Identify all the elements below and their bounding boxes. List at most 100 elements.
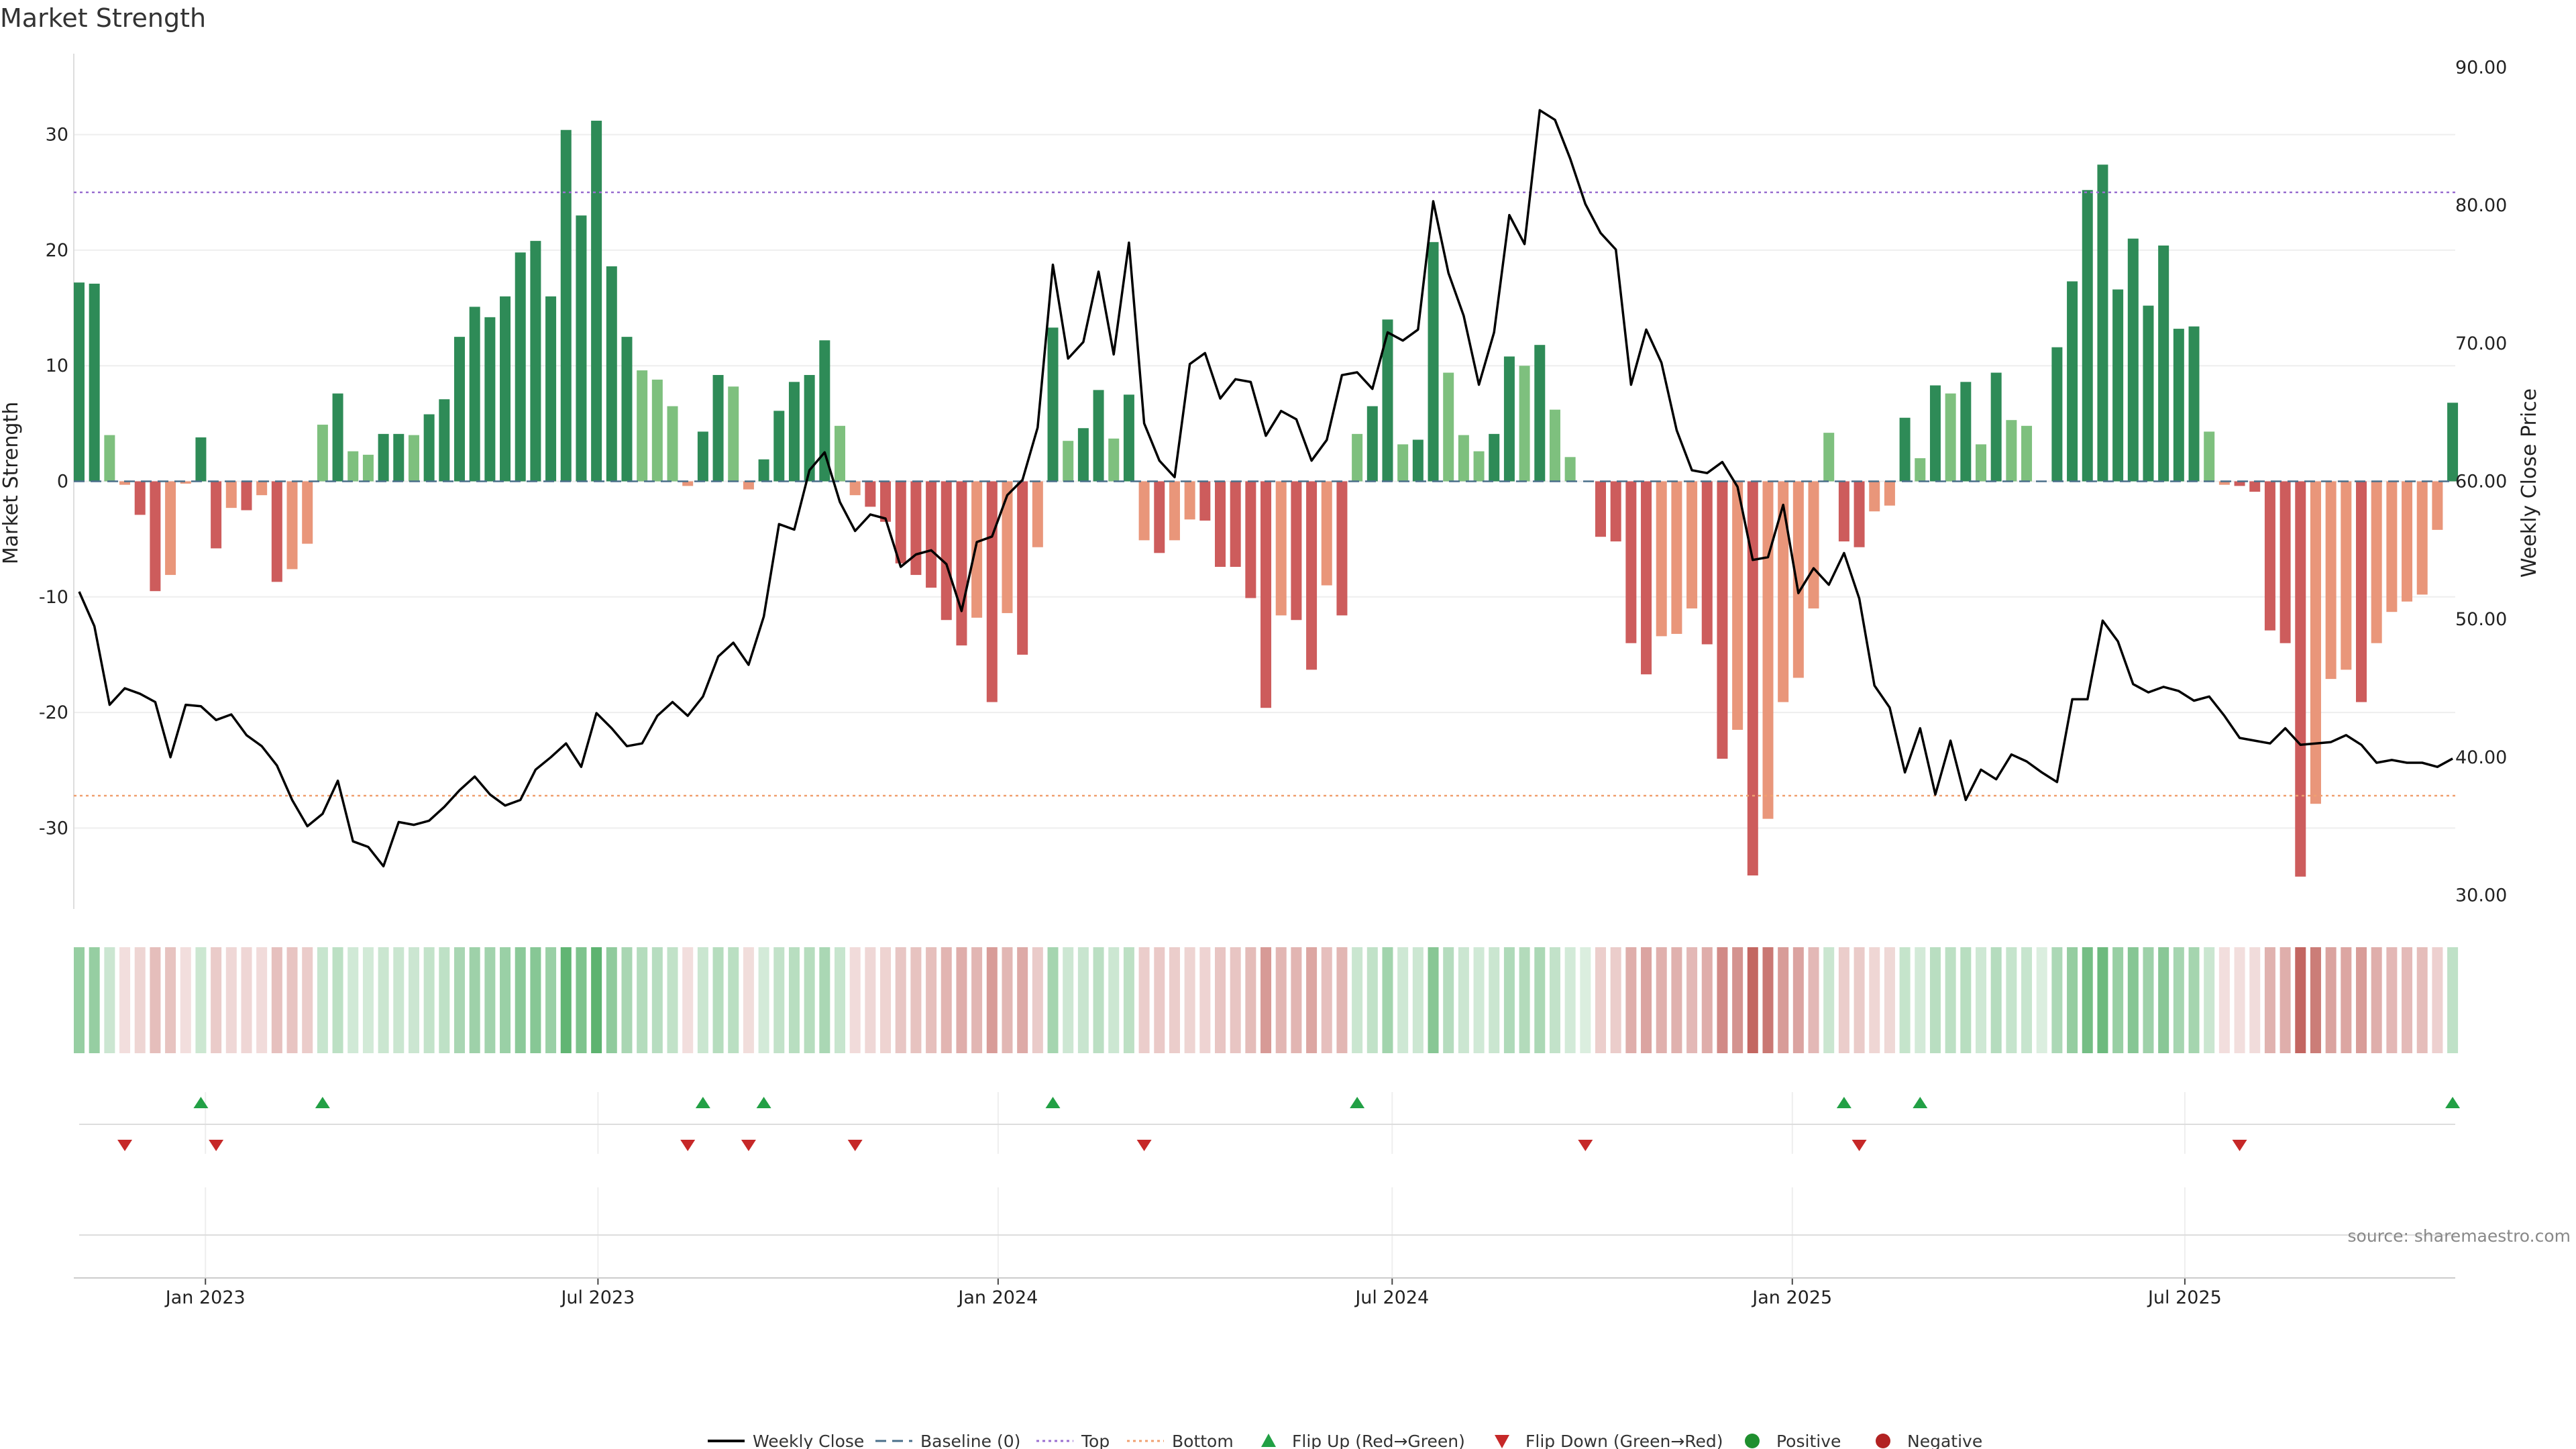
strength-bar [2386, 481, 2398, 612]
heatmap-cell [1686, 947, 1698, 1053]
strength-bar [408, 435, 419, 482]
strength-bar [74, 282, 85, 482]
heatmap-cell [347, 947, 359, 1053]
x-tick-label: Jul 2024 [1354, 1287, 1429, 1308]
strength-bar [347, 451, 359, 482]
heatmap-cell [1945, 947, 1956, 1053]
strength-bar [1275, 481, 1287, 616]
strength-bar [2264, 481, 2275, 631]
flip-down-marker [209, 1140, 224, 1151]
strength-bar [286, 481, 298, 570]
heatmap-cell [2112, 947, 2124, 1053]
heatmap-cell [1747, 947, 1758, 1053]
strength-bar [2279, 481, 2291, 643]
heatmap-cell [910, 947, 922, 1053]
strength-bar [2310, 481, 2321, 804]
heatmap-cell [1671, 947, 1682, 1053]
strength-bar [986, 481, 998, 702]
y-tick-left: 0 [57, 472, 68, 492]
strength-bar [971, 481, 983, 618]
strength-bar [1184, 481, 1195, 520]
strength-bar [393, 433, 405, 482]
strength-bar [1701, 481, 1713, 645]
heatmap-cell [865, 947, 876, 1053]
strength-bar [758, 459, 769, 482]
strength-bar [2234, 481, 2245, 486]
strength-bar [1762, 481, 1774, 819]
strength-bar [1245, 481, 1256, 598]
strength-bar [530, 241, 541, 482]
y-tick-right: 30.00 [2455, 885, 2507, 906]
strength-bar [2432, 481, 2443, 530]
strength-bar [651, 379, 663, 482]
heatmap-cell [1169, 947, 1180, 1053]
heatmap-cell [2097, 947, 2108, 1053]
strength-bar [697, 431, 708, 482]
heatmap-cell [1154, 947, 1165, 1053]
heatmap-cell [2006, 947, 2017, 1053]
flip-down-marker [2232, 1140, 2247, 1151]
strength-bar [788, 382, 800, 482]
strength-bar [2067, 281, 2078, 482]
heatmap-cell [2036, 947, 2047, 1053]
heatmap-cell [576, 947, 587, 1053]
heatmap-cell [180, 947, 191, 1053]
heatmap-cell [1017, 947, 1028, 1053]
y-tick-left: -30 [39, 818, 68, 839]
heatmap-cell [302, 947, 313, 1053]
strength-bar [500, 296, 511, 482]
heatmap-cell [469, 947, 480, 1053]
heatmap-cell [2325, 947, 2337, 1053]
strength-bar [1671, 481, 1682, 634]
heatmap-cell [74, 947, 85, 1053]
heatmap-cell [1732, 947, 1743, 1053]
heatmap-cell [1184, 947, 1195, 1053]
heatmap-cell [1063, 947, 1074, 1053]
heatmap-cell [1580, 947, 1591, 1053]
strength-bar [423, 414, 435, 482]
heatmap-cell [362, 947, 374, 1053]
heatmap-cell [2264, 947, 2275, 1053]
heatmap-cell [788, 947, 800, 1053]
strength-bar [1808, 481, 1819, 609]
heatmap-cell [2295, 947, 2306, 1053]
strength-bar [637, 370, 648, 482]
strength-bar [1108, 438, 1120, 482]
heatmap-cell [2310, 947, 2321, 1053]
heatmap-cell [150, 947, 161, 1053]
heatmap-cell [1717, 947, 1728, 1053]
strength-bar [271, 481, 282, 582]
heatmap-cell [1641, 947, 1652, 1053]
strength-bar [819, 340, 830, 482]
x-tick-label: Jan 2024 [957, 1287, 1038, 1308]
strength-bar [1321, 481, 1332, 586]
flip-down-marker [117, 1140, 133, 1151]
heatmap-cell [926, 947, 937, 1053]
heatmap-cell [2279, 947, 2291, 1053]
source-note: source: sharemaestro.com [2348, 1226, 2571, 1246]
x-tick-label: Jul 2025 [2147, 1287, 2222, 1308]
strength-bar [2371, 481, 2382, 643]
heatmap-cell [1869, 947, 1880, 1053]
strength-bar [1792, 481, 1804, 678]
strength-bar [1017, 481, 1028, 655]
strength-bar [332, 393, 343, 482]
heatmap-cell [89, 947, 100, 1053]
heatmap-cell [758, 947, 769, 1053]
strength-bar [2188, 326, 2200, 482]
strength-bar [1260, 481, 1272, 708]
strength-bar [1428, 241, 1439, 482]
strength-bar [545, 296, 557, 482]
strength-bar [712, 374, 724, 482]
heatmap-cell [1823, 947, 1835, 1053]
strength-bar [849, 481, 861, 496]
strength-bar [1215, 481, 1226, 567]
strength-bar [2402, 481, 2413, 602]
strength-bar [439, 399, 450, 482]
strength-bar [256, 481, 268, 496]
strength-bar [1534, 345, 1546, 482]
strength-bar [195, 437, 207, 482]
strength-bar [576, 215, 587, 482]
strength-bar [591, 120, 602, 482]
